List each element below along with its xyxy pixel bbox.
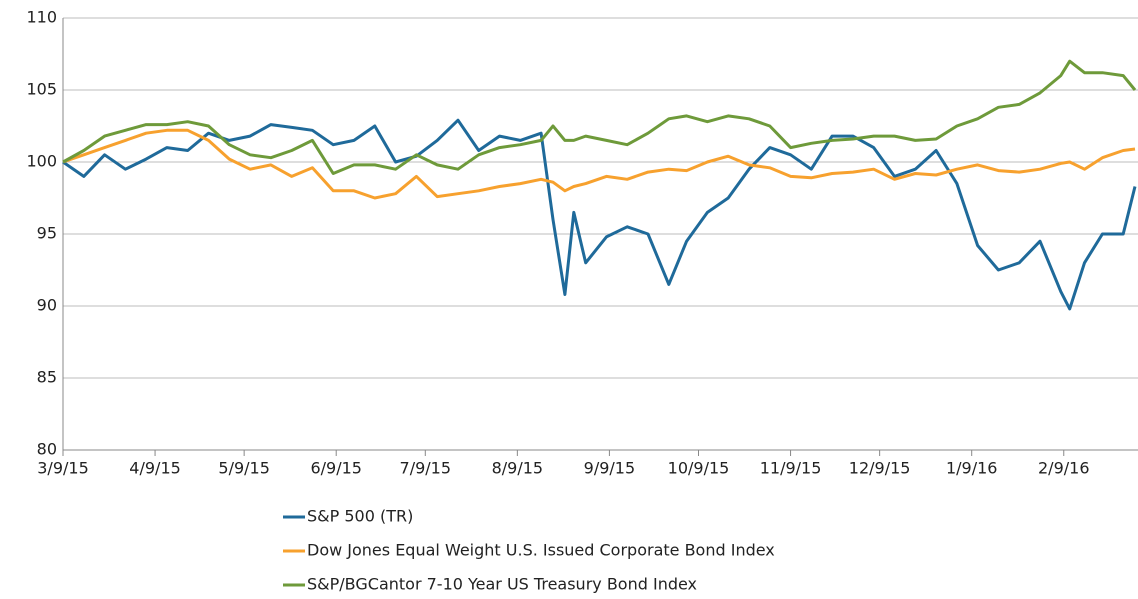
x-tick-label: 1/9/16	[946, 459, 998, 478]
legend-label: S&P 500 (TR)	[307, 507, 413, 526]
series-line	[62, 59, 1137, 175]
x-tick-label: 2/9/16	[1038, 459, 1090, 478]
y-tick-label: 80	[37, 440, 57, 459]
x-tick-label: 8/9/15	[492, 459, 544, 478]
series-line	[62, 118, 1137, 311]
y-tick-label: 90	[37, 296, 57, 315]
x-tick-label: 12/9/15	[849, 459, 911, 478]
x-tick-label: 7/9/15	[400, 459, 452, 478]
x-tick-label: 6/9/15	[310, 459, 362, 478]
series-line	[62, 128, 1136, 200]
x-tick-label: 9/9/15	[584, 459, 636, 478]
y-tick-label: 95	[37, 224, 57, 243]
x-tick-label: 4/9/15	[129, 459, 181, 478]
legend-label: S&P/BGCantor 7-10 Year US Treasury Bond …	[307, 575, 697, 594]
y-tick-label: 105	[26, 80, 57, 99]
x-tick-label: 10/9/15	[668, 459, 730, 478]
legend-label: Dow Jones Equal Weight U.S. Issued Corpo…	[307, 541, 775, 560]
y-tick-label: 100	[26, 152, 57, 171]
y-tick-label: 85	[37, 368, 57, 387]
y-tick-label: 110	[26, 8, 57, 27]
x-tick-label: 11/9/15	[760, 459, 822, 478]
x-tick-label: 5/9/15	[218, 459, 270, 478]
x-tick-label: 3/9/15	[37, 459, 89, 478]
